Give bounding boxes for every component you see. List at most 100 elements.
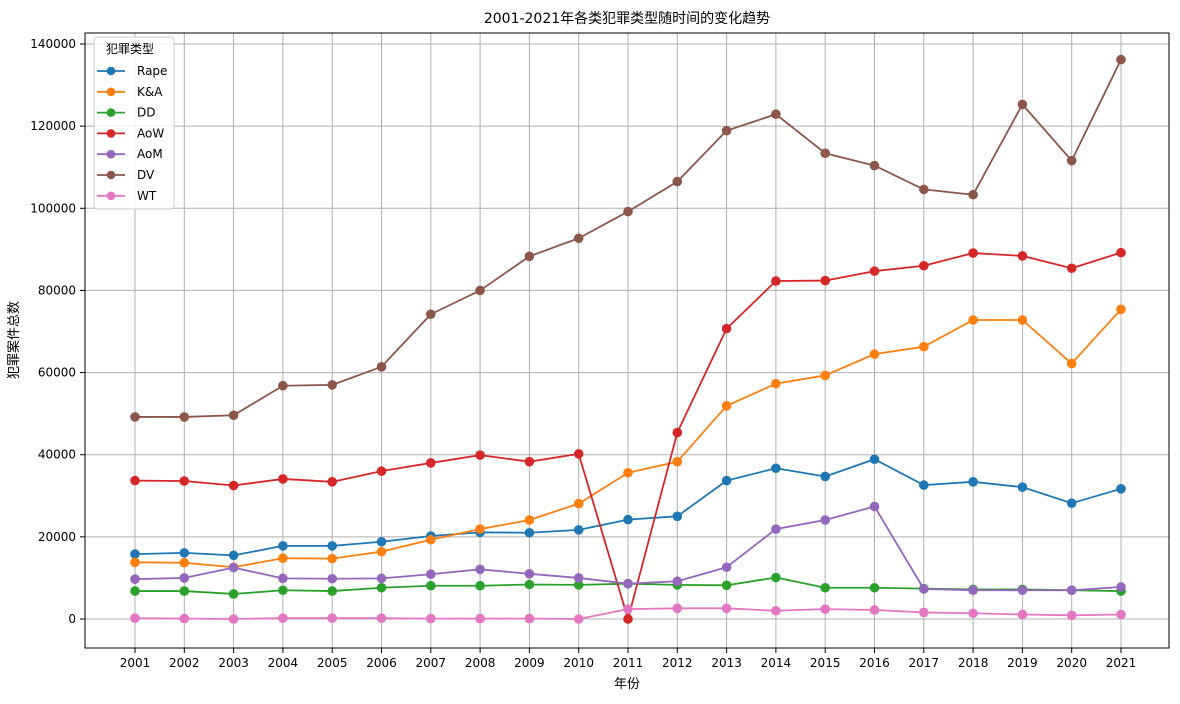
data-point-rape: [869, 454, 880, 465]
data-point-rape: [820, 471, 831, 482]
data-point-dd: [327, 586, 338, 596]
data-point-aom: [771, 524, 781, 534]
legend-label-dd: DD: [137, 106, 155, 120]
data-point-aom: [573, 573, 584, 583]
data-point-rape: [672, 511, 683, 522]
x-tick-label: 2015: [810, 656, 841, 670]
data-point-k-a: [1116, 304, 1126, 315]
grid: [85, 33, 1169, 648]
data-point-aom: [869, 501, 880, 512]
data-point-rape: [573, 525, 584, 535]
data-point-rape: [228, 550, 239, 561]
chart-title: 2001-2021年各类犯罪类型随时间的变化趋势: [484, 11, 770, 27]
y-tick-label: 0: [68, 612, 76, 626]
legend: 犯罪类型 Rape K&A DD AoW AoM DV WT: [93, 36, 175, 210]
data-point-aow: [524, 456, 535, 467]
y-tick-label: 120000: [30, 119, 76, 133]
data-point-dd: [228, 589, 239, 599]
data-point-dv: [179, 412, 190, 422]
data-point-aom: [426, 569, 436, 580]
legend-marker-wt: [106, 191, 116, 201]
x-tick-label: 2007: [416, 656, 447, 670]
data-point-wt: [573, 614, 584, 624]
data-point-dv: [1116, 54, 1126, 65]
x-tick-label: 2020: [1056, 656, 1087, 670]
data-point-dv: [228, 410, 239, 421]
data-point-aom: [820, 515, 831, 525]
x-tick-label: 2002: [169, 656, 200, 670]
data-point-aom: [1066, 585, 1077, 596]
data-point-k-a: [130, 557, 140, 568]
data-point-dv: [771, 109, 781, 120]
data-point-k-a: [278, 553, 288, 564]
x-tick-label: 2021: [1106, 656, 1137, 670]
data-point-wt: [1017, 609, 1028, 620]
data-point-aow: [623, 614, 633, 624]
x-tick-label: 2014: [761, 656, 792, 670]
data-point-k-a: [426, 534, 436, 545]
data-point-wt: [672, 603, 683, 614]
data-point-k-a: [376, 546, 387, 557]
data-point-k-a: [919, 341, 929, 352]
data-point-wt: [426, 613, 436, 624]
y-tick-label: 60000: [38, 366, 76, 380]
data-point-dv: [623, 206, 633, 217]
legend-title: 犯罪类型: [106, 42, 154, 56]
series-aow: [130, 247, 1126, 624]
data-point-aom: [376, 573, 387, 584]
data-point-k-a: [1066, 358, 1077, 369]
data-point-aom: [327, 573, 338, 584]
data-point-aom: [278, 573, 288, 584]
x-tick-label: 2003: [218, 656, 249, 670]
data-point-aow: [771, 276, 781, 286]
data-point-wt: [820, 604, 831, 614]
legend-label-k-a: K&A: [137, 85, 163, 99]
data-point-rape: [278, 541, 288, 551]
legend-marker-dv: [106, 170, 116, 180]
data-point-aom: [721, 562, 732, 573]
data-point-dv: [573, 233, 584, 244]
data-point-dd: [179, 586, 190, 596]
legend-marker-aow: [106, 129, 116, 138]
legend-marker-aom: [106, 149, 116, 159]
x-tick-label: 2018: [958, 656, 989, 670]
data-point-dd: [426, 580, 436, 591]
data-point-rape: [327, 541, 338, 551]
data-point-aow: [672, 427, 683, 438]
data-point-dd: [376, 582, 387, 593]
x-tick-label: 2005: [317, 656, 348, 670]
axes: 2001 2002 2003 2004 2005 2006 2007 2008 2009 2010…: [30, 32, 1170, 670]
data-point-dv: [1017, 99, 1028, 110]
data-point-aow: [1116, 247, 1126, 258]
data-point-k-a: [771, 378, 781, 389]
legend-label-dv: DV: [137, 168, 155, 182]
series-lines: [130, 54, 1126, 624]
data-point-aow: [228, 480, 239, 491]
x-tick-label: 2011: [613, 656, 644, 670]
data-point-k-a: [623, 467, 633, 478]
data-point-k-a: [179, 557, 190, 568]
data-point-k-a: [327, 553, 338, 564]
data-point-aow: [179, 476, 190, 486]
y-tick-label: 100000: [30, 201, 76, 215]
data-point-wt: [919, 607, 929, 618]
data-point-dd: [278, 585, 288, 596]
data-point-wt: [130, 613, 140, 623]
series-wt: [130, 603, 1126, 624]
data-point-aom: [968, 585, 978, 596]
data-point-aom: [1116, 582, 1126, 592]
y-axis-label: 犯罪案件总数: [7, 301, 22, 379]
data-point-dv: [919, 184, 929, 195]
data-point-dd: [524, 579, 535, 590]
data-point-dv: [130, 412, 140, 422]
data-point-rape: [376, 536, 387, 547]
data-point-dd: [130, 586, 140, 596]
data-point-rape: [968, 477, 978, 487]
data-point-dd: [475, 580, 485, 591]
data-point-aom: [1017, 585, 1028, 596]
data-point-rape: [1116, 484, 1126, 494]
y-tick-label: 20000: [38, 530, 76, 544]
data-point-aow: [327, 477, 338, 487]
data-point-k-a: [672, 456, 683, 467]
x-tick-label: 2017: [909, 656, 940, 670]
